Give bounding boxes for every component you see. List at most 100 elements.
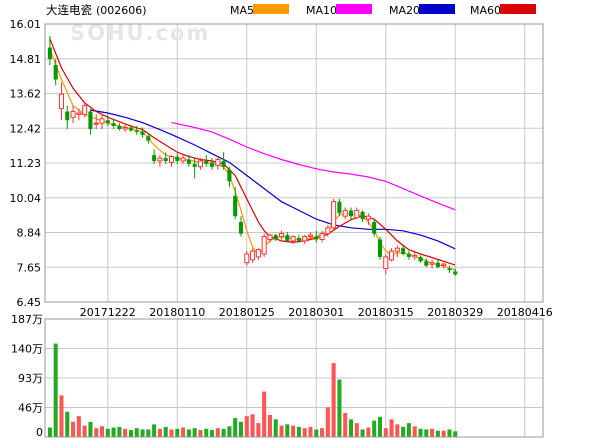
volume-bar [169, 429, 174, 437]
volume-bar [227, 426, 232, 437]
candle-body [314, 236, 319, 240]
candle [122, 123, 128, 132]
candle [319, 230, 325, 243]
candle [389, 248, 395, 262]
volume-bar [192, 428, 197, 437]
candle [290, 235, 296, 244]
candle-body [186, 159, 191, 164]
candle [383, 254, 389, 275]
volume-bar [320, 428, 325, 437]
volume-bar [406, 423, 411, 437]
candle [157, 155, 163, 167]
candle [197, 158, 203, 170]
candle [105, 114, 110, 127]
volume-bar [244, 416, 249, 437]
candle [65, 105, 70, 129]
candle-body [227, 169, 232, 182]
date-label: 20180416 [497, 306, 553, 319]
candle-body [267, 234, 273, 240]
volume-bar [250, 414, 255, 437]
candle-body [47, 47, 52, 60]
candle-body [76, 112, 82, 115]
candle-body [278, 233, 285, 238]
candle [53, 59, 58, 86]
candle-body [152, 155, 157, 161]
volume-bar [366, 427, 371, 437]
candle-body [163, 158, 168, 161]
candle [435, 259, 440, 269]
candle [76, 108, 82, 121]
candle-body [412, 254, 418, 258]
volume-bar [325, 407, 330, 437]
candle [342, 207, 348, 220]
candle-body [273, 235, 278, 240]
price-tick-label: 11.23 [10, 157, 42, 170]
candle [140, 127, 145, 138]
volume-bar [82, 425, 87, 437]
watermark: SOHU.com [70, 21, 210, 45]
legend-swatch [500, 4, 536, 14]
volume-bar [181, 427, 186, 437]
legend-label: MA10 [306, 4, 337, 17]
candle-body [302, 236, 308, 242]
candle-body [134, 130, 139, 132]
candle [175, 153, 180, 164]
volume-bar [59, 395, 64, 437]
volume-bar [279, 425, 284, 437]
candle-body [180, 157, 186, 162]
volume-bar [233, 418, 238, 437]
volume-tick-label: 93万 [18, 372, 43, 385]
volume-bar [331, 363, 336, 437]
volume-bar [210, 430, 215, 437]
candle-body [337, 201, 342, 214]
date-label: 20180125 [219, 306, 275, 319]
volume-bar [273, 419, 278, 437]
price-tick-label: 12.42 [10, 122, 42, 135]
volume-bar [76, 416, 81, 437]
price-tick-label: 8.84 [17, 227, 42, 240]
ma20-line [90, 109, 456, 250]
candle [261, 233, 267, 257]
candle [429, 259, 435, 269]
candle-body [244, 253, 250, 264]
candle-body [348, 210, 354, 217]
candle-body [122, 127, 128, 130]
candle [447, 265, 452, 273]
legend-label: MA60 [470, 4, 501, 17]
volume-bar [377, 416, 382, 437]
candle [47, 35, 52, 66]
candle [82, 102, 88, 118]
price-tick-label: 13.62 [10, 88, 42, 101]
candle [337, 198, 342, 217]
volume-bar [175, 428, 180, 437]
candle-body [53, 65, 58, 80]
candle [210, 158, 215, 170]
candle [453, 268, 458, 276]
candle [93, 114, 99, 129]
candle-body [65, 111, 70, 121]
volume-bar [267, 414, 272, 437]
candle-body [394, 247, 400, 252]
candle-body [192, 163, 197, 167]
moving-average-lines [49, 38, 456, 271]
candle-body [168, 156, 175, 163]
volume-bar [296, 426, 301, 437]
candle [117, 123, 122, 131]
volume-bar [88, 421, 93, 437]
candle [296, 235, 301, 243]
candle [180, 155, 186, 164]
date-axis: 20171222 20180110 20180125 20180301 20180315… [80, 306, 553, 319]
volume-bar [348, 419, 354, 437]
candle-body [325, 227, 331, 235]
candle-body [435, 262, 440, 268]
candle-body [342, 209, 348, 217]
volume-bar [204, 428, 209, 437]
candle [406, 251, 411, 260]
candle-body [238, 222, 244, 234]
candle [58, 82, 65, 121]
candle [88, 108, 93, 135]
volume-bar [256, 423, 261, 437]
volume-bar [291, 425, 296, 437]
candle-body [93, 122, 99, 125]
